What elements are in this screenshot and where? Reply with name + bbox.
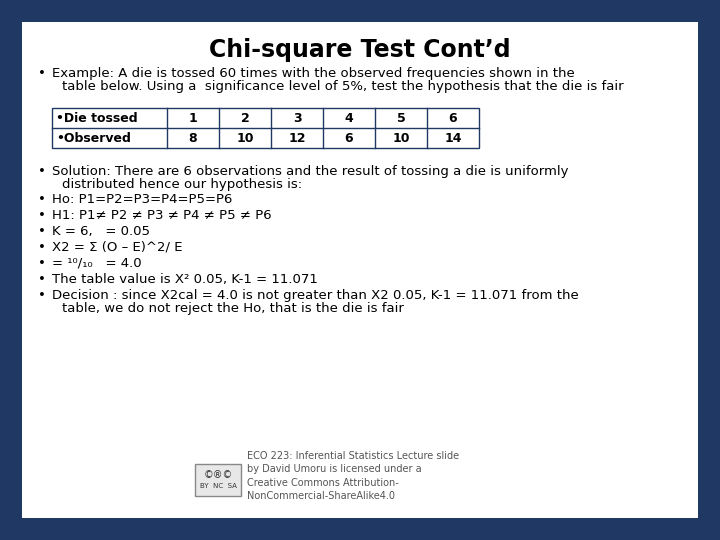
Text: •: • bbox=[38, 193, 46, 206]
Text: 14: 14 bbox=[444, 132, 462, 145]
Text: 5: 5 bbox=[397, 111, 405, 125]
Text: •: • bbox=[38, 67, 46, 80]
Text: •: • bbox=[38, 257, 46, 270]
Text: 3: 3 bbox=[293, 111, 301, 125]
Text: •Die tossed: •Die tossed bbox=[56, 111, 138, 125]
Text: 1: 1 bbox=[189, 111, 197, 125]
Text: ©®©: ©®© bbox=[203, 470, 233, 480]
Text: 10: 10 bbox=[236, 132, 253, 145]
Text: 12: 12 bbox=[288, 132, 306, 145]
FancyBboxPatch shape bbox=[22, 22, 698, 518]
Text: The table value is X² 0.05, K-1 = 11.071: The table value is X² 0.05, K-1 = 11.071 bbox=[52, 273, 318, 286]
Text: •: • bbox=[38, 241, 46, 254]
Text: X2 = Σ (O – E)^2/ E: X2 = Σ (O – E)^2/ E bbox=[52, 241, 182, 254]
Text: Ho: P1=P2=P3=P4=P5=P6: Ho: P1=P2=P3=P4=P5=P6 bbox=[52, 193, 233, 206]
Text: •: • bbox=[38, 289, 46, 302]
Text: •: • bbox=[38, 225, 46, 238]
Text: 6: 6 bbox=[345, 132, 354, 145]
Text: 6: 6 bbox=[449, 111, 457, 125]
Text: 2: 2 bbox=[240, 111, 249, 125]
Text: Decision : since X2cal = 4.0 is not greater than X2 0.05, K-1 = 11.071 from the: Decision : since X2cal = 4.0 is not grea… bbox=[52, 289, 579, 302]
Text: •: • bbox=[38, 273, 46, 286]
Text: table below. Using a  significance level of 5%, test the hypothesis that the die: table below. Using a significance level … bbox=[62, 80, 624, 93]
Text: Chi-square Test Cont’d: Chi-square Test Cont’d bbox=[210, 38, 510, 62]
Text: Solution: There are 6 observations and the result of tossing a die is uniformly: Solution: There are 6 observations and t… bbox=[52, 165, 569, 178]
Text: •: • bbox=[38, 165, 46, 178]
Bar bbox=[52, 108, 479, 148]
Text: •Observed: •Observed bbox=[56, 132, 131, 145]
Text: H1: P1≠ P2 ≠ P3 ≠ P4 ≠ P5 ≠ P6: H1: P1≠ P2 ≠ P3 ≠ P4 ≠ P5 ≠ P6 bbox=[52, 209, 271, 222]
Text: 8: 8 bbox=[189, 132, 197, 145]
Text: •: • bbox=[38, 209, 46, 222]
Text: Example: A die is tossed 60 times with the observed frequencies shown in the: Example: A die is tossed 60 times with t… bbox=[52, 67, 575, 80]
Bar bbox=[195, 464, 241, 496]
Text: 4: 4 bbox=[345, 111, 354, 125]
Text: distributed hence our hypothesis is:: distributed hence our hypothesis is: bbox=[62, 178, 302, 191]
Text: 10: 10 bbox=[392, 132, 410, 145]
Text: ECO 223: Inferential Statistics Lecture slide
by David Umoru is licensed under a: ECO 223: Inferential Statistics Lecture … bbox=[247, 451, 459, 501]
Text: = ¹⁰/₁₀   = 4.0: = ¹⁰/₁₀ = 4.0 bbox=[52, 257, 142, 270]
Text: table, we do not reject the Ho, that is the die is fair: table, we do not reject the Ho, that is … bbox=[62, 302, 404, 315]
Text: K = 6,   = 0.05: K = 6, = 0.05 bbox=[52, 225, 150, 238]
Text: BY  NC  SA: BY NC SA bbox=[199, 483, 236, 489]
